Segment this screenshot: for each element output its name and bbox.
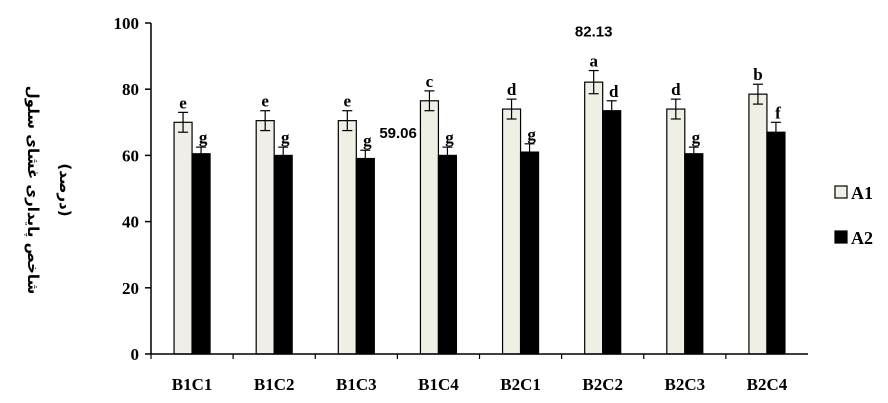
bar-a2-b1c1: [191, 153, 211, 355]
bar-a1-b1c4: [419, 100, 440, 355]
legend-swatch: [834, 185, 848, 199]
significance-letter: a: [589, 52, 598, 71]
significance-letter: d: [507, 80, 517, 99]
bar-a1-b1c1: [173, 121, 193, 355]
x-axis-ticks: B1C1 B1C2 B1C3 B1C4 B2C1 B2C2 B2C3 B2C4: [150, 354, 788, 394]
bar-a1-b1c2: [255, 120, 275, 355]
y-axis-unit: (درصد): [56, 163, 74, 216]
legend: A1 A2: [834, 183, 873, 248]
y-axis-label: شاخص پایداری غشای سلول: [23, 86, 42, 295]
significance-letter: g: [363, 131, 372, 150]
significance-letter: f: [775, 103, 781, 122]
significance-letter: e: [261, 92, 269, 111]
bar-a2-b1c4: [437, 154, 458, 355]
bar-a2-b1c2: [273, 154, 293, 355]
bar-a2-b2c3: [684, 153, 704, 355]
significance-letter: g: [692, 128, 701, 147]
y-tick-label: 80: [122, 80, 139, 99]
bar-a1-b2c4: [748, 93, 768, 355]
significance-letter: b: [753, 65, 762, 84]
bar-a2-b1c3: [355, 157, 375, 355]
x-tick-label: B2C4: [747, 375, 788, 394]
y-tick-label: 0: [131, 345, 140, 364]
legend-swatch: [834, 230, 848, 244]
significance-letter: g: [199, 128, 208, 147]
value-annotation: 59.06: [379, 125, 417, 142]
bar-a1-b1c3: [337, 120, 357, 355]
x-tick-label: B1C4: [418, 375, 459, 394]
x-tick-label: B1C1: [172, 375, 213, 394]
axes: [150, 23, 808, 355]
y-axis-title: شاخص پایداری غشای سلول (درصد): [23, 86, 74, 295]
y-axis-ticks: 0 20 40 60 80 100: [114, 14, 151, 364]
y-tick-label: 60: [122, 146, 139, 165]
significance-letter: g: [527, 125, 536, 144]
significance-letter: c: [426, 72, 434, 91]
significance-letter: d: [609, 82, 619, 101]
x-tick-label: B2C1: [500, 375, 541, 394]
significance-letter: g: [445, 128, 454, 147]
annotations: 59.06 82.13: [379, 24, 612, 143]
bar-a1-b2c3: [666, 108, 686, 355]
significance-letter: d: [671, 80, 681, 99]
bar-a1-b2c2: [584, 81, 604, 355]
value-annotation: 82.13: [575, 24, 613, 41]
x-tick-label: B2C2: [582, 375, 623, 394]
bar-a2-b2c1: [519, 151, 540, 355]
bar-a2-b2c2: [602, 110, 622, 355]
x-tick-label: B2C3: [665, 375, 706, 394]
significance-letter: e: [179, 93, 187, 112]
legend-label: A2: [851, 228, 873, 248]
y-tick-label: 100: [114, 14, 140, 33]
bar-a2-b2c4: [766, 131, 786, 355]
bar-a1-b2c1: [501, 108, 522, 355]
significance-letter: g: [281, 128, 290, 147]
y-tick-label: 40: [122, 213, 139, 232]
significance-letter: e: [344, 92, 352, 111]
x-tick-label: B1C3: [336, 375, 377, 394]
x-tick-label: B1C2: [254, 375, 295, 394]
y-tick-label: 20: [122, 279, 139, 298]
legend-label: A1: [851, 183, 873, 203]
